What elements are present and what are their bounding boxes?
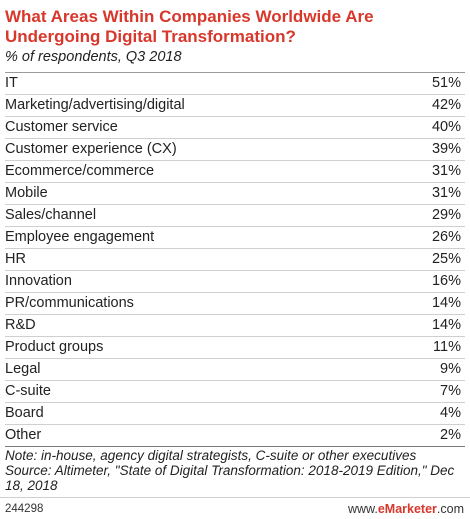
row-value: 9% [440, 361, 461, 377]
row-label: Legal [5, 361, 41, 377]
table-row: Employee engagement 26% [5, 227, 465, 249]
row-label: R&D [5, 317, 36, 333]
row-value: 25% [431, 251, 461, 267]
row-value: 11% [433, 339, 461, 355]
row-label: Other [5, 427, 42, 443]
row-value: 31% [431, 163, 461, 179]
row-value: 40% [431, 119, 461, 135]
row-label: Customer experience (CX) [5, 141, 177, 157]
table-row: Other 2% [5, 425, 465, 447]
table-row: Ecommerce/commerce 31% [5, 161, 465, 183]
row-label: PR/communications [5, 295, 134, 311]
row-value: 39% [431, 141, 461, 157]
table-row: Mobile 31% [5, 183, 465, 205]
row-label: Board [5, 405, 44, 421]
row-value: 31% [431, 185, 461, 201]
row-label: Employee engagement [5, 229, 155, 245]
table-row: Sales/channel 29% [5, 205, 465, 227]
row-label: HR [5, 251, 26, 267]
table-row: Product groups 11% [5, 337, 465, 359]
row-value: 51% [431, 75, 461, 91]
row-value: 29% [431, 207, 461, 223]
row-label: Ecommerce/commerce [5, 163, 155, 179]
row-value: 14% [431, 295, 461, 311]
row-label: IT [5, 75, 18, 91]
row-label: Innovation [5, 273, 72, 289]
row-label: Sales/channel [5, 207, 97, 223]
row-label: Mobile [5, 185, 48, 201]
row-value: 2% [440, 427, 461, 443]
source-text: Source: Altimeter, "State of Digital Tra… [5, 463, 455, 493]
table-row: Customer experience (CX) 39% [5, 139, 465, 161]
row-label: Product groups [5, 339, 104, 355]
brand-prefix: www. [347, 502, 378, 516]
table-row: Marketing/advertising/digital 42% [5, 95, 465, 117]
table-row: Innovation 16% [5, 271, 465, 293]
table-row: Legal 9% [5, 359, 465, 381]
row-value: 26% [431, 229, 461, 245]
row-value: 42% [431, 97, 461, 113]
table-row: Customer service 40% [5, 117, 465, 139]
chart-title: What Areas Within Companies Worldwide Ar… [5, 7, 374, 46]
brand-name: eMarketer [377, 502, 437, 516]
table-row: C-suite 7% [5, 381, 465, 403]
table-row: HR 25% [5, 249, 465, 271]
table-row: PR/communications 14% [5, 293, 465, 315]
row-label: Customer service [5, 119, 118, 135]
data-table: IT 51% Marketing/advertising/digital 42% Cus… [5, 72, 465, 447]
row-label: C-suite [5, 383, 51, 399]
note-text: Note: in-house, agency digital strategis… [5, 448, 417, 463]
brand-link[interactable]: www.eMarketer.com [348, 502, 464, 516]
table-row: Board 4% [5, 403, 465, 425]
table-row: IT 51% [5, 73, 465, 95]
chart-subtitle: % of respondents, Q3 2018 [5, 49, 182, 65]
chart-id: 244298 [5, 503, 44, 515]
row-value: 4% [440, 405, 461, 421]
table-row: R&D 14% [5, 315, 465, 337]
row-value: 16% [431, 273, 461, 289]
notes: Note: in-house, agency digital strategis… [5, 448, 467, 493]
brand-suffix: .com [436, 502, 464, 516]
footer: 244298 www.eMarketer.com [0, 497, 470, 519]
row-label: Marketing/advertising/digital [5, 97, 185, 113]
row-value: 14% [431, 317, 461, 333]
row-value: 7% [440, 383, 461, 399]
